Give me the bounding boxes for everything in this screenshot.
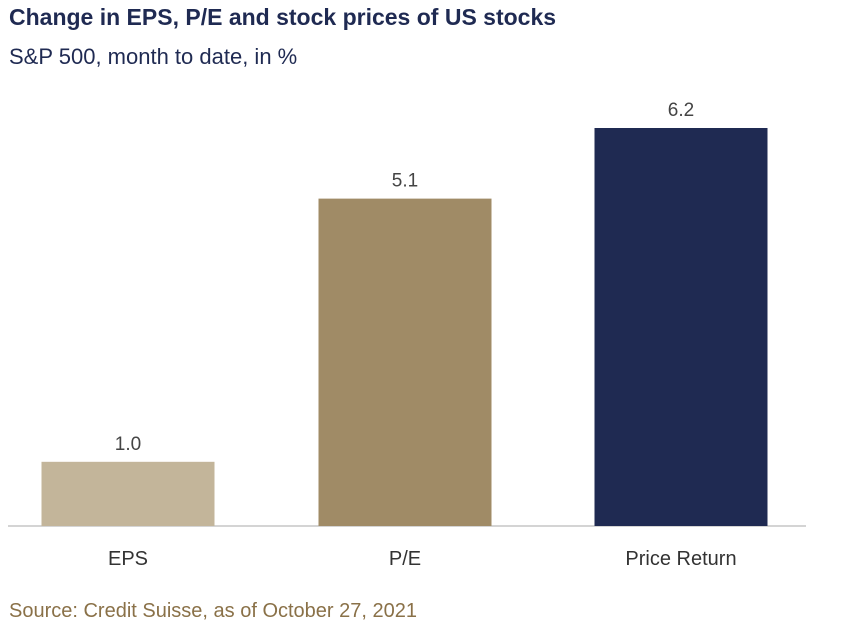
source-note: Source: Credit Suisse, as of October 27,… bbox=[9, 600, 417, 622]
bar-p-e bbox=[318, 198, 492, 526]
chart-title: Change in EPS, P/E and stock prices of U… bbox=[9, 4, 557, 30]
category-label: P/E bbox=[389, 548, 421, 570]
data-label: 1.0 bbox=[115, 434, 141, 455]
bar-price-return bbox=[594, 128, 768, 526]
category-label: Price Return bbox=[625, 548, 736, 570]
chart-subtitle: S&P 500, month to date, in % bbox=[9, 44, 298, 69]
data-label: 6.2 bbox=[668, 100, 694, 121]
bar-eps bbox=[41, 461, 215, 526]
data-label: 5.1 bbox=[392, 171, 418, 192]
category-label: EPS bbox=[108, 548, 148, 570]
